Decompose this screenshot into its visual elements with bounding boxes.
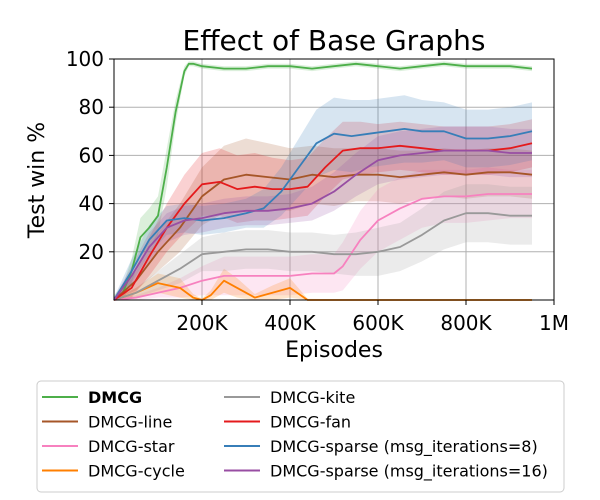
legend-label-dmcg-cycle: DMCG-cycle: [88, 462, 185, 481]
x-tick-label: 1M: [539, 311, 569, 335]
y-axis-label: Test win %: [25, 122, 50, 239]
line-dmcg-sparse-msg-iterations-8: [113, 127, 533, 301]
chart-title: Effect of Base Graphs: [183, 24, 486, 57]
y-tick-label: 20: [79, 240, 104, 264]
legend-label-dmcg-line: DMCG-line: [88, 413, 172, 432]
plot-frame: [113, 58, 555, 301]
line-dmcg-star: [113, 193, 532, 301]
y-tick-label: 60: [79, 143, 104, 167]
legend-label-dmcg: DMCG: [88, 388, 142, 407]
x-tick-label: 800K: [440, 311, 492, 335]
y-tick-label: 80: [79, 95, 104, 119]
y-tick-label: 100: [66, 47, 104, 71]
x-axis-label: Episodes: [285, 338, 383, 363]
band-dmcg-kite: [114, 184, 532, 300]
confidence-bands: [114, 61, 532, 301]
legend-label-dmcg-star: DMCG-star: [88, 437, 175, 456]
x-axis-ticks: 200K 400K 600K 800K 1M: [176, 300, 569, 335]
line-dmcg-line: [113, 171, 533, 301]
band-dmcg-cycle: [114, 268, 532, 300]
legend: DMCG DMCG-line DMCG-star DMCG-cycle DMCG-kit…: [36, 380, 565, 493]
band-dmcg-star: [114, 167, 532, 300]
x-tick-label: 600K: [352, 311, 404, 335]
legend-label-dmcg-fan: DMCG-fan: [270, 413, 351, 432]
y-axis-ticks: 20 40 60 80 100: [66, 47, 114, 264]
line-dmcg-sparse-msg-iterations-16: [113, 149, 532, 301]
line-dmcg-kite: [113, 212, 532, 301]
legend-label-dmcg-kite: DMCG-kite: [270, 388, 355, 407]
line-dmcg: [113, 62, 533, 301]
band-dmcg-line: [114, 138, 532, 300]
legend-label-dmcg-sparse-msg-iterations-8: DMCG-sparse (msg_iterations=8): [270, 437, 538, 457]
band-dmcg-sparse-msg-iterations-8: [114, 95, 532, 300]
band-dmcg-fan: [114, 119, 532, 300]
x-tick-label: 400K: [264, 311, 316, 335]
y-tick-label: 40: [79, 192, 104, 216]
legend-label-dmcg-sparse-msg-iterations-16: DMCG-sparse (msg_iterations=16): [270, 462, 548, 482]
legend-box: [36, 380, 565, 493]
x-tick-label: 200K: [176, 311, 228, 335]
band-dmcg-sparse-msg-iterations-16: [114, 126, 532, 300]
